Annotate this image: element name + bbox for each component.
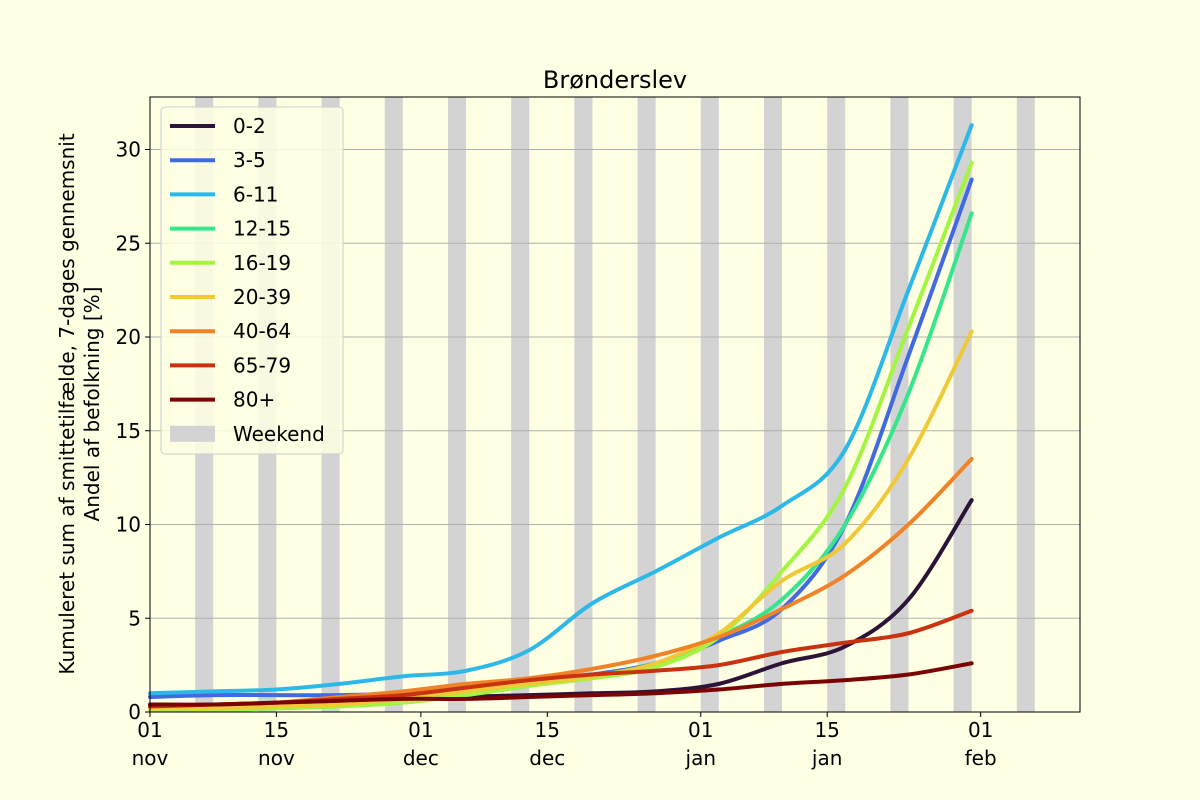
legend-label-40-64: 40-64 xyxy=(233,319,291,343)
series-lines xyxy=(148,123,974,713)
plot-frame xyxy=(149,96,1081,713)
y-axis-label-line1: Kumuleret sum af smittetilfælde, 7-dages… xyxy=(55,133,79,675)
x-tick-label-month: nov xyxy=(132,746,169,770)
weekend-band xyxy=(637,97,656,712)
y-axis-label-line2: Andel af befolkning [%] xyxy=(80,287,104,522)
y-tick-label: 0 xyxy=(128,700,141,724)
chart-title: Brønderslev xyxy=(543,66,687,94)
weekend-band xyxy=(763,97,783,712)
x-tick-label-day: 01 xyxy=(968,718,993,742)
y-tick-label: 25 xyxy=(116,231,141,255)
y-tick-label: 10 xyxy=(116,513,141,537)
legend-label-65-79: 65-79 xyxy=(233,353,291,377)
weekend-band xyxy=(511,97,530,712)
legend-label-3-5: 3-5 xyxy=(233,148,266,172)
weekend-band xyxy=(574,97,593,712)
legend-label-80+: 80+ xyxy=(233,388,275,412)
legend-label-20-39: 20-39 xyxy=(233,285,291,309)
x-tick-label-day: 15 xyxy=(814,718,839,742)
weekend-band xyxy=(700,97,719,712)
y-tick-label: 20 xyxy=(116,325,141,349)
legend-label-12-15: 12-15 xyxy=(233,217,291,241)
x-tick-label-month: jan xyxy=(811,746,843,770)
weekend-band xyxy=(447,97,467,712)
legend-swatch-weekend xyxy=(170,425,215,442)
x-tick-label-day: 01 xyxy=(137,718,162,742)
x-tick-label-day: 15 xyxy=(264,718,289,742)
x-tick-label-month: dec xyxy=(529,746,565,770)
legend-label-0-2: 0-2 xyxy=(233,114,266,138)
weekend-band xyxy=(827,97,846,712)
x-tick-label-month: feb xyxy=(965,746,997,770)
y-tick-label: 5 xyxy=(128,606,141,630)
x-tick-label-month: jan xyxy=(685,746,717,770)
weekend-band xyxy=(890,97,909,712)
x-tick-label-day: 01 xyxy=(688,718,713,742)
weekend-band xyxy=(384,97,403,712)
legend-label-6-11: 6-11 xyxy=(233,182,278,206)
y-tick-label: 15 xyxy=(116,419,141,443)
y-tick-label: 30 xyxy=(116,138,141,162)
x-axis-ticks: 01 nov 15 nov 01 dec 15 dec 01 jan 15 jan 01 feb xyxy=(132,712,997,770)
legend-label-16-19: 16-19 xyxy=(233,251,291,275)
legend: 0-2 3-5 6-11 12-15 16-19 20-39 40-64 65-79 80+ We… xyxy=(160,106,344,455)
y-axis-ticks: 0 5 10 15 20 25 30 xyxy=(116,138,150,724)
x-tick-label-day: 15 xyxy=(535,718,560,742)
x-tick-label-day: 01 xyxy=(408,718,433,742)
weekend-band xyxy=(1016,97,1035,712)
x-tick-label-month: dec xyxy=(403,746,439,770)
legend-label-weekend: Weekend xyxy=(233,422,325,446)
x-tick-label-month: nov xyxy=(258,746,295,770)
series-line-6-11 xyxy=(148,123,974,696)
series-line-80+ xyxy=(148,661,974,707)
